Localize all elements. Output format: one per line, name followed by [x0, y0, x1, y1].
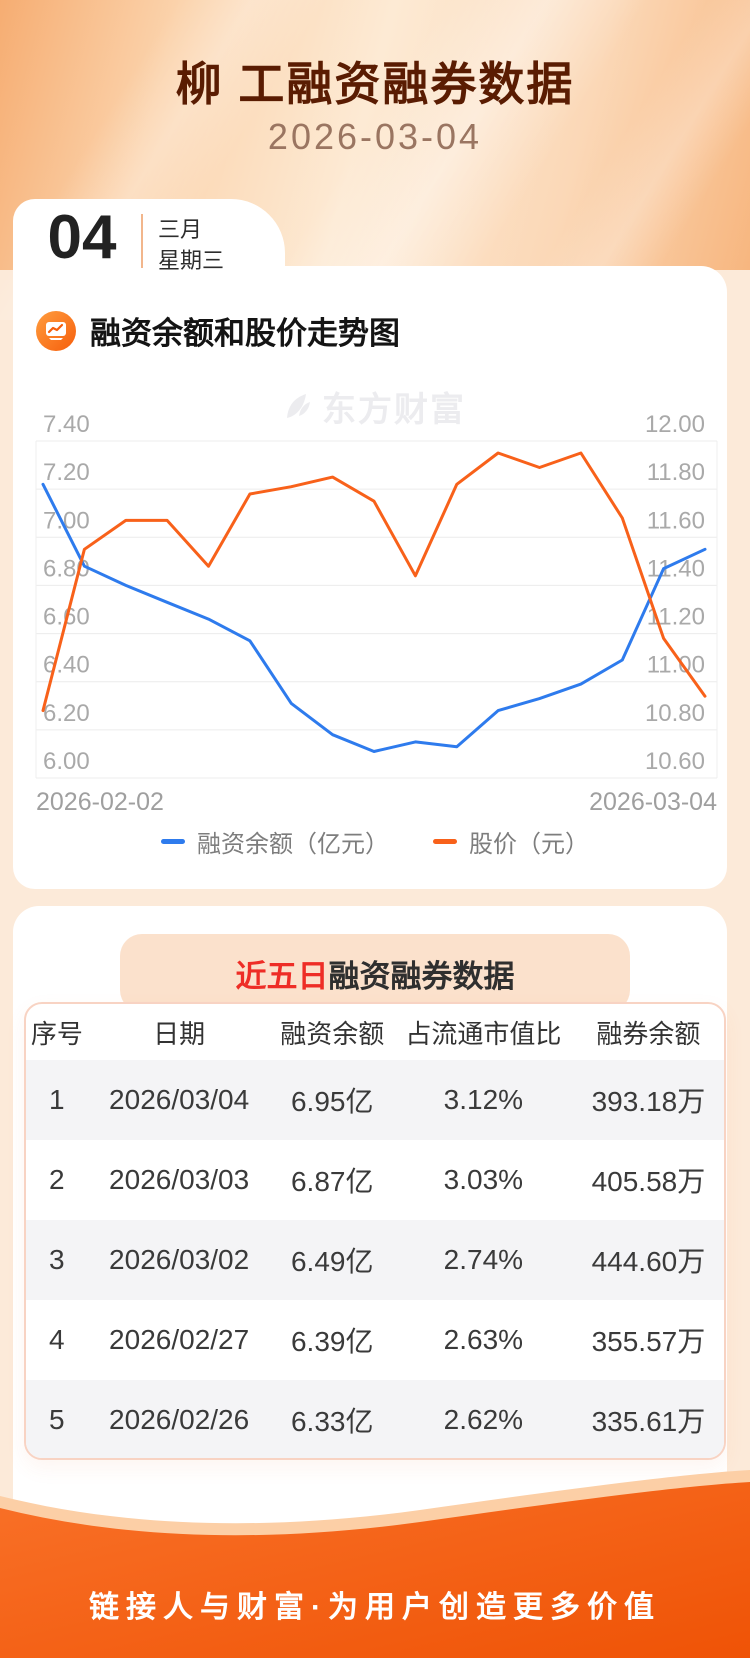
table-cell: 4	[49, 1324, 65, 1355]
weekday-label: 星期三	[158, 248, 225, 273]
page-title: 柳 工融资融券数据	[175, 58, 575, 110]
svg-text:6.40: 6.40	[43, 652, 90, 679]
table-cell: 444.60万	[591, 1246, 706, 1277]
table-cell: 393.18万	[591, 1086, 706, 1117]
column-header: 占流通市值比	[405, 1018, 562, 1049]
legend-item-stock-price: 股价（元）	[433, 824, 589, 859]
chart-panel	[13, 266, 727, 889]
column-header: 序号	[30, 1018, 83, 1049]
footer-slogan: 链接人与财富·为用户创造更多价值	[89, 1591, 661, 1624]
table-cell: 2026/03/02	[109, 1244, 250, 1275]
day-number: 04	[47, 203, 117, 272]
chart-monitor-icon	[36, 310, 76, 351]
table-cell: 355.57万	[591, 1326, 706, 1357]
svg-text:11.60: 11.60	[647, 507, 705, 534]
table-row: 5 2026/02/26 6.33亿 2.62% 335.61万	[26, 1380, 724, 1458]
column-header: 融资余额	[280, 1018, 385, 1049]
table-cell: 2026/02/26	[109, 1404, 250, 1435]
month-label: 三月	[158, 217, 203, 242]
svg-text:7.20: 7.20	[43, 459, 90, 486]
table-cell: 2.62%	[443, 1404, 524, 1435]
table-cell: 2	[49, 1164, 65, 1195]
legend-label: 股价（元）	[469, 831, 589, 858]
svg-text:10.60: 10.60	[645, 748, 705, 775]
table-cell: 3.12%	[443, 1084, 524, 1115]
column-header: 融券余额	[596, 1018, 701, 1049]
svg-text:2026-03-04: 2026-03-04	[589, 788, 717, 816]
table-cell: 6.87亿	[290, 1166, 374, 1197]
table-title-rest: 融资融券数据	[328, 958, 515, 994]
table-cell: 405.58万	[591, 1166, 706, 1197]
table-cell: 2.63%	[443, 1324, 524, 1355]
dual-axis-line-chart: 7.40 12.007.20 11.807.00 11.606.80 11.406.60…	[35, 411, 718, 816]
svg-text:10.80: 10.80	[645, 700, 705, 727]
table-cell: 2026/03/04	[109, 1084, 250, 1115]
table-cell: 6.49亿	[290, 1246, 374, 1277]
watermark-text: 东方财富	[322, 391, 466, 429]
table-cell: 6.33亿	[290, 1406, 374, 1437]
legend-item-financing-balance: 融资余额（亿元）	[161, 824, 389, 859]
svg-text:6.20: 6.20	[43, 700, 90, 727]
table-header-row: 序号 日期 融资余额 占流通市值比 融券余额	[26, 1004, 724, 1060]
orange-line-swatch	[433, 839, 457, 844]
table-row: 3 2026/03/02 6.49亿 2.74% 444.60万	[26, 1220, 724, 1300]
table-cell: 2026/02/27	[109, 1324, 250, 1355]
table-cell: 3	[49, 1244, 65, 1275]
watermark: 东方财富	[280, 382, 466, 431]
page-date: 2026-03-04	[267, 116, 483, 157]
table-title-highlight: 近五日	[235, 958, 329, 994]
table-body: 1 2026/03/04 6.95亿 3.12% 393.18万 2 2026/03/03 6…	[26, 1060, 724, 1458]
svg-text:2026-02-02: 2026-02-02	[36, 788, 164, 816]
table-cell: 5	[49, 1404, 65, 1435]
table-cell: 1	[49, 1084, 65, 1115]
table-cell: 6.39亿	[290, 1326, 374, 1357]
table-row: 2 2026/03/03 6.87亿 3.03% 405.58万	[26, 1140, 724, 1220]
svg-text:12.00: 12.00	[645, 411, 705, 438]
table-row: 1 2026/03/04 6.95亿 3.12% 393.18万	[26, 1060, 724, 1140]
table-cell: 3.03%	[443, 1164, 524, 1195]
footer-wave	[0, 1470, 750, 1658]
table-row: 4 2026/02/27 6.39亿 2.63% 355.57万	[26, 1300, 724, 1380]
blue-line-swatch	[161, 839, 185, 844]
svg-text:7.40: 7.40	[43, 411, 90, 438]
eastmoney-logo-icon	[287, 393, 310, 418]
divider	[141, 214, 143, 268]
table-cell: 6.95亿	[290, 1086, 374, 1117]
table-cell: 335.61万	[591, 1406, 706, 1437]
table-title-banner: 近五日 融资融券数据	[120, 934, 630, 1012]
chart-section-header: 融资余额和股价走势图	[36, 308, 400, 353]
svg-text:11.80: 11.80	[647, 459, 705, 486]
margin-data-table: 序号 日期 融资余额 占流通市值比 融券余额 1 2026/03/04 6.95亿 3.12%…	[24, 1002, 726, 1460]
chart-legend: 融资余额（亿元） 股价（元）	[0, 824, 750, 859]
table-cell: 2.74%	[443, 1244, 524, 1275]
svg-text:6.00: 6.00	[43, 748, 90, 775]
table-cell: 2026/03/03	[109, 1164, 250, 1195]
svg-text:11.40: 11.40	[647, 555, 705, 582]
date-card	[13, 199, 285, 269]
column-header: 日期	[153, 1018, 206, 1049]
chart-section-title: 融资余额和股价走势图	[90, 316, 400, 351]
legend-label: 融资余额（亿元）	[197, 831, 389, 858]
